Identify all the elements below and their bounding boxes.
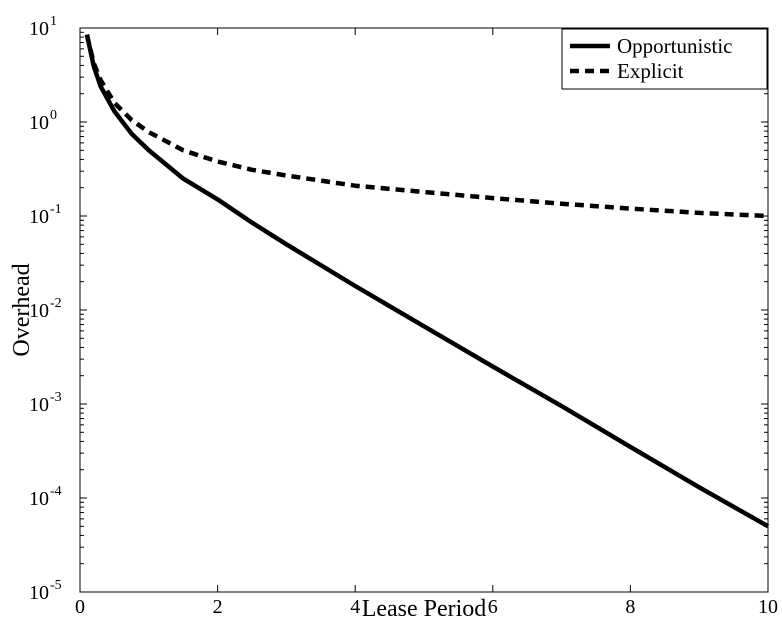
plot-frame — [79, 27, 769, 593]
legend-box — [561, 28, 768, 90]
y-tick-exponent: -2 — [50, 296, 62, 311]
x-tick-label: 10 — [758, 596, 778, 618]
y-tick-label: 10 — [29, 582, 49, 604]
y-tick-label: 10 — [29, 18, 49, 40]
legend-label-opportunistic: Opportunistic — [617, 34, 733, 58]
x-tick-label: 0 — [75, 596, 85, 618]
y-tick-label: 10 — [29, 206, 49, 228]
y-tick-label: 10 — [29, 300, 49, 322]
series-line-explicit — [84, 34, 769, 219]
x-tick-label: 6 — [488, 596, 498, 618]
x-tick-label: 4 — [350, 596, 360, 618]
y-tick-exponent: -5 — [50, 578, 62, 593]
x-tick-label: 2 — [213, 596, 223, 618]
y-tick-exponent: -1 — [50, 202, 62, 217]
x-axis-title: Lease Period — [362, 596, 487, 621]
y-tick-label: 10 — [29, 488, 49, 510]
y-tick-exponent: 1 — [50, 14, 57, 29]
legend: Opportunistic Explicit — [561, 28, 768, 90]
y-tick-exponent: -4 — [50, 484, 62, 499]
series-layer — [84, 34, 770, 529]
ticks-layer — [79, 27, 769, 593]
series-line-opportunistic — [84, 34, 770, 529]
legend-label-explicit: Explicit — [617, 59, 684, 83]
y-tick-exponent: -3 — [50, 390, 62, 405]
x-tick-label: 8 — [625, 596, 635, 618]
y-tick-exponent: 0 — [50, 108, 57, 123]
y-tick-label: 10 — [29, 112, 49, 134]
y-axis-title: Overhead — [9, 263, 35, 356]
y-tick-label: 10 — [29, 394, 49, 416]
